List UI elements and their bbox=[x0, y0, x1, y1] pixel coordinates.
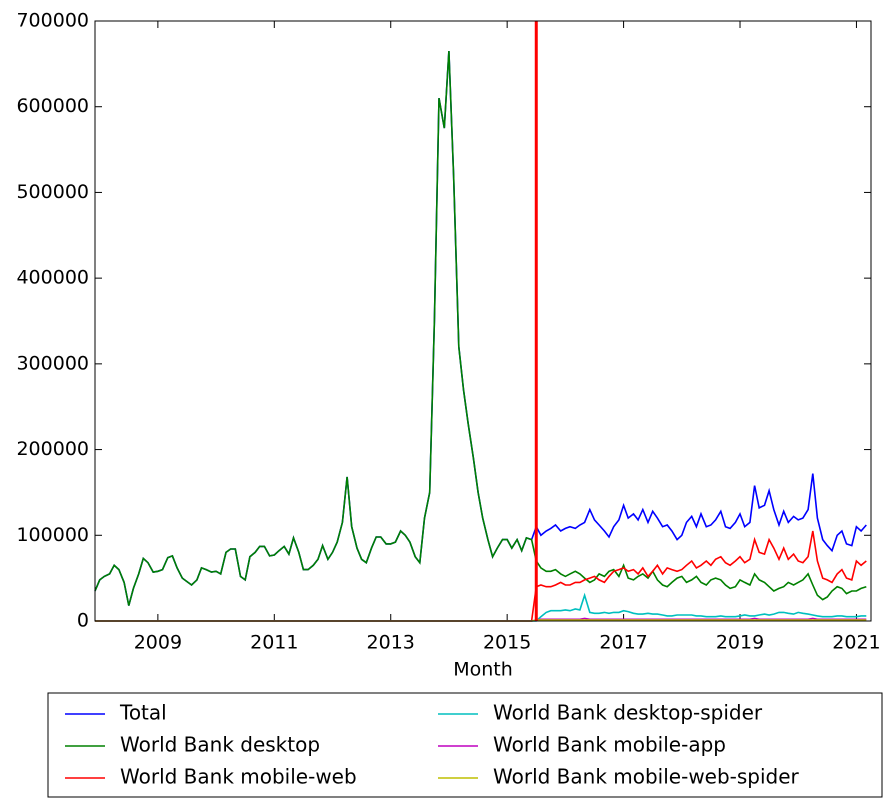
x-axis-label: Month bbox=[453, 659, 513, 681]
legend: Total World Bank desktop World Bank mobile… bbox=[47, 692, 883, 798]
y-tick-label: 100000 bbox=[16, 524, 89, 546]
legend-label: World Bank mobile-app bbox=[493, 733, 726, 757]
plot-frame bbox=[94, 20, 872, 622]
y-tick-label: 200000 bbox=[16, 438, 89, 460]
y-tick-label: 400000 bbox=[16, 267, 89, 289]
y-tick-label: 300000 bbox=[16, 352, 89, 374]
x-tick-label: 2009 bbox=[134, 632, 182, 654]
series-line bbox=[95, 592, 867, 622]
series-line bbox=[95, 530, 867, 622]
x-tick-label: 2011 bbox=[250, 632, 298, 654]
series-line bbox=[94, 50, 867, 606]
series-line bbox=[94, 50, 867, 606]
y-tick-label: 0 bbox=[77, 610, 89, 632]
legend-label: Total bbox=[119, 701, 167, 725]
x-tick-label: 2015 bbox=[483, 632, 531, 654]
legend-label: World Bank mobile-web bbox=[120, 765, 357, 789]
y-tick-label: 500000 bbox=[16, 181, 89, 203]
y-tick-label: 700000 bbox=[16, 10, 89, 32]
x-tick-label: 2017 bbox=[599, 632, 647, 654]
legend-label: World Bank mobile-web-spider bbox=[493, 765, 800, 789]
legend-label: World Bank desktop-spider bbox=[493, 701, 763, 725]
x-tick-label: 2013 bbox=[367, 632, 415, 654]
x-tick-label: 2021 bbox=[832, 632, 880, 654]
legend-box bbox=[47, 692, 883, 798]
legend-label: World Bank desktop bbox=[120, 733, 320, 757]
x-tick-label: 2019 bbox=[716, 632, 764, 654]
y-tick-label: 600000 bbox=[16, 95, 89, 117]
